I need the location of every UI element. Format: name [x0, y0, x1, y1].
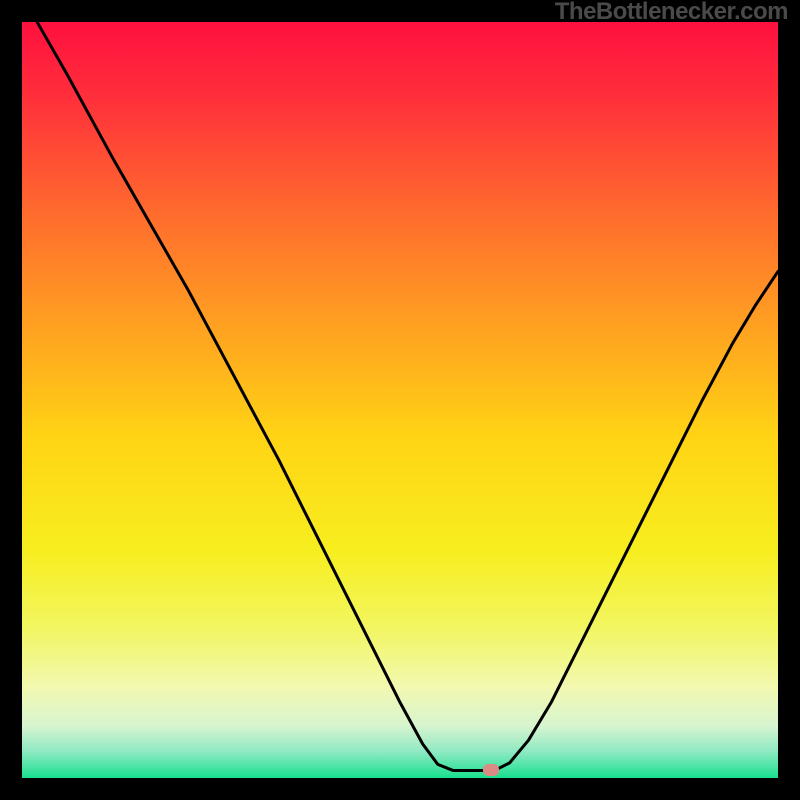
- bottleneck-marker: [483, 764, 499, 776]
- bottleneck-curve: [37, 22, 778, 770]
- curve-layer: [22, 22, 778, 778]
- plot-frame: [0, 0, 800, 800]
- chart-container: TheBottlenecker.com: [0, 0, 800, 800]
- watermark-text: TheBottlenecker.com: [555, 0, 788, 26]
- plot-background: [22, 22, 778, 778]
